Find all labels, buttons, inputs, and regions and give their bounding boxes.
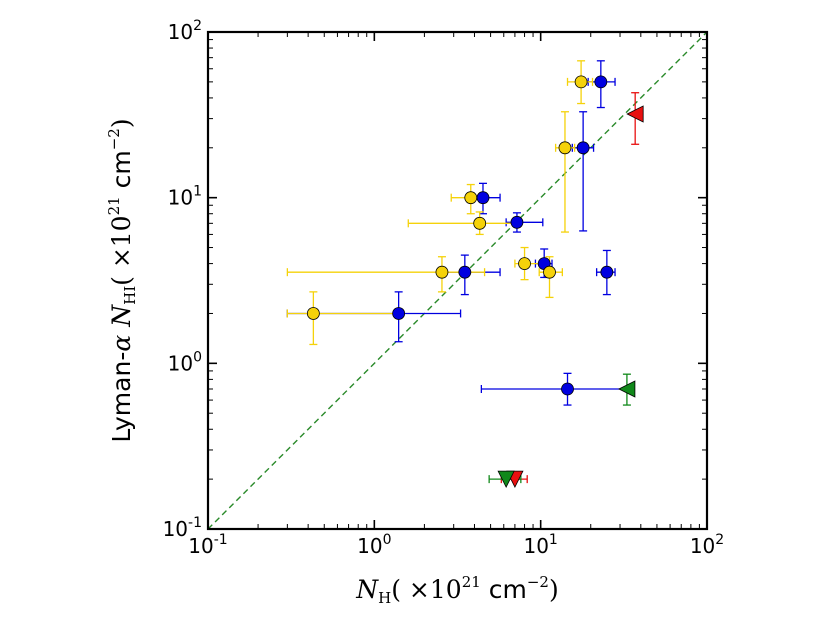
y-axis-title-exponent: 21 (105, 196, 123, 215)
blue-data-point (600, 265, 614, 279)
blue-data-point (576, 141, 590, 155)
plot-frame (206, 30, 709, 531)
yellow-data-point (543, 265, 556, 279)
blue-data-point (392, 307, 406, 320)
one-to-one-reference-line (207, 31, 708, 530)
x-axis-title-symbol: N (355, 575, 379, 604)
yellow-data-point (558, 141, 572, 155)
x-tick-label: 101 (523, 532, 557, 558)
blue-data-point (510, 215, 524, 229)
reference-line (207, 31, 708, 530)
yellow-data-point (473, 216, 487, 230)
red-limit-marker (626, 105, 644, 123)
green-limit-marker (618, 380, 636, 398)
y-axis-title-alpha: α (107, 335, 136, 352)
yellow-data-point (518, 257, 531, 270)
x-axis-title-close: ) (549, 575, 559, 604)
yellow-data-point (435, 265, 449, 279)
x-axis-title-exponent: 21 (462, 573, 481, 591)
y-tick-label: 101 (168, 184, 202, 210)
x-axis-title-unit-exponent: −2 (527, 573, 549, 591)
x-axis-title-unit-open: ( ×10 (391, 575, 461, 604)
blue-data-point (561, 382, 574, 396)
blue-data-point (594, 75, 608, 89)
y-axis-title: Lyman-αNHI( ×1021 cm−2) (105, 118, 139, 442)
y-axis-title-subscript: HI (121, 286, 139, 305)
y-axis-title-prefix: Lyman- (107, 352, 136, 443)
x-tick-label: 102 (690, 532, 724, 558)
y-tick-label: 102 (168, 18, 202, 44)
x-axis-title: NH( ×1021 cm−2) (355, 573, 558, 607)
yellow-data-point (464, 191, 478, 205)
axis-ticks (207, 31, 708, 530)
y-axis-title-unit: cm (107, 150, 136, 196)
green-limit-marker (497, 470, 515, 489)
y-axis-title-unit-open: ( ×10 (107, 215, 136, 285)
blue-data-point (476, 191, 490, 205)
y-axis-title-close: ) (107, 118, 136, 128)
tick-labels: 10-1 100 101 102 10-1 100 101 102 (163, 18, 725, 558)
x-tick-label: 100 (357, 532, 391, 558)
yellow-data-point (574, 75, 588, 89)
x-tick-label: 10-1 (188, 532, 227, 558)
y-tick-label: 100 (168, 349, 202, 375)
y-tick-label: 10-1 (163, 515, 202, 541)
data-markers (306, 75, 644, 489)
x-axis-title-subscript: H (378, 589, 391, 607)
x-axis-title-unit: cm (481, 575, 527, 604)
blue-data-point (458, 265, 472, 279)
yellow-data-point (306, 307, 320, 320)
y-axis-title-symbol: N (107, 304, 136, 328)
y-axis-title-unit-exponent: −2 (105, 128, 123, 150)
